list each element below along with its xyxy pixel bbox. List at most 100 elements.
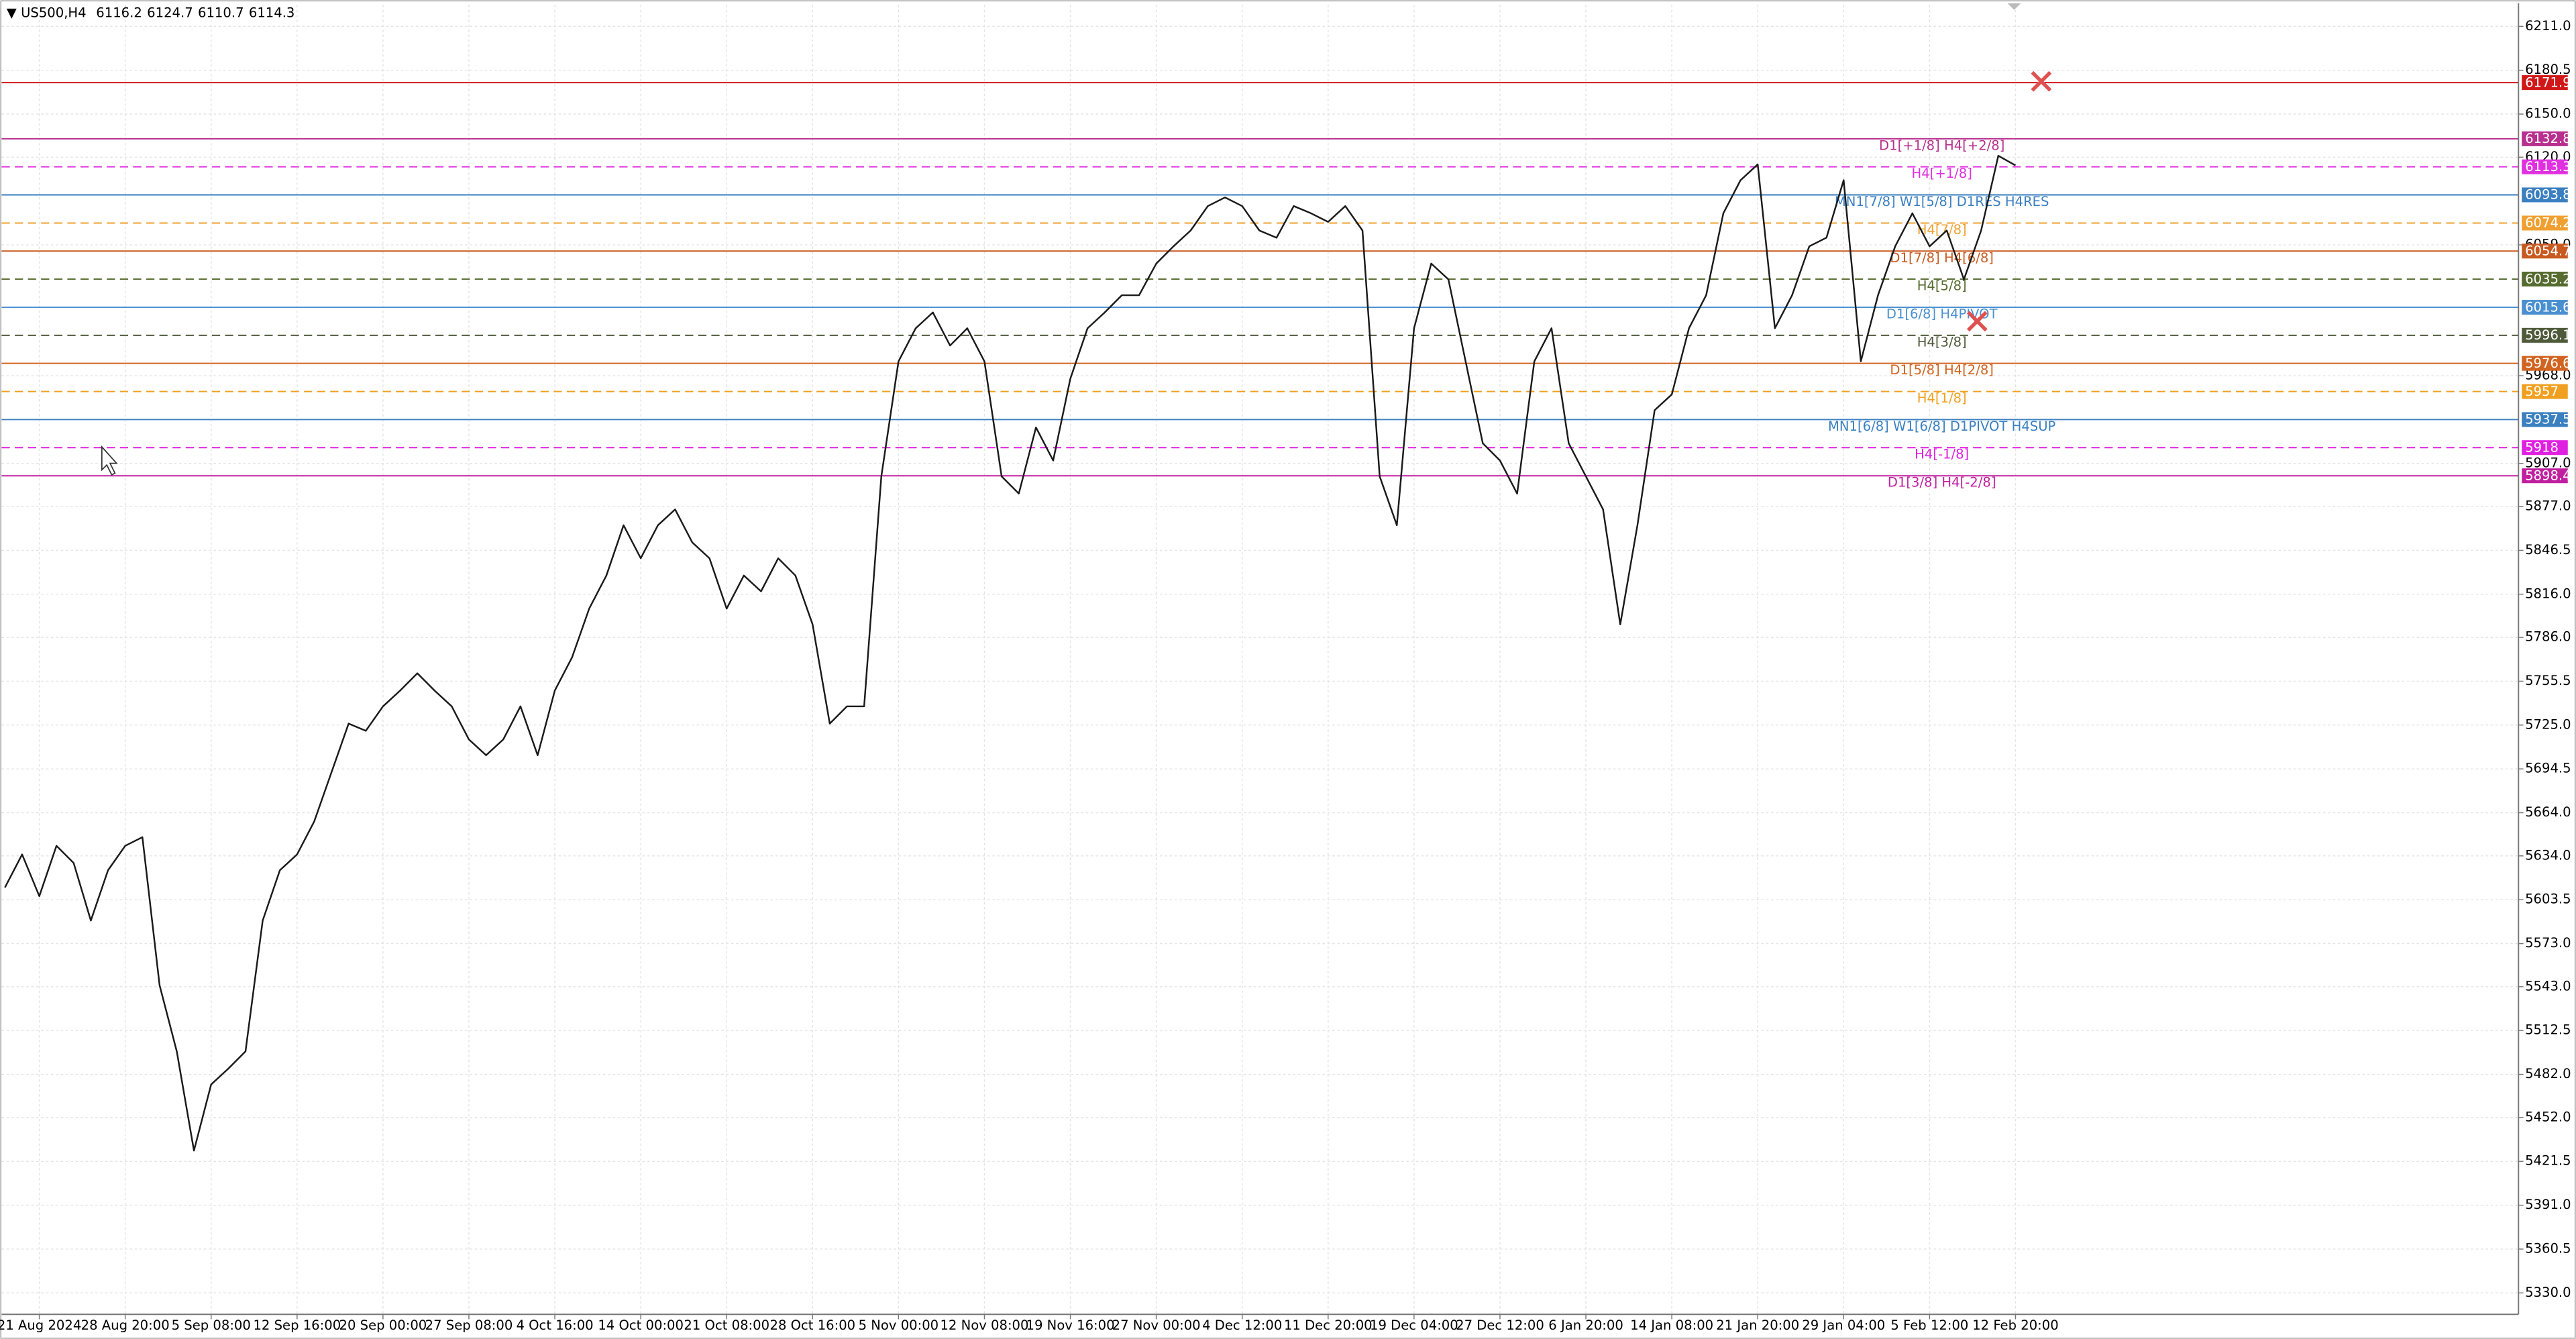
price-tag xyxy=(2522,356,2568,371)
x-tick-label: 14 Oct 00:00 xyxy=(598,1318,684,1333)
plot xyxy=(4,154,2017,1152)
x-tick-label: 6 Jan 20:00 xyxy=(1548,1318,1623,1333)
y-tick-label: 5816.0 xyxy=(2525,586,2571,601)
y-tick-label: 5755.5 xyxy=(2525,673,2571,688)
x-tick-label: 21 Jan 20:00 xyxy=(1716,1318,1799,1333)
level-label: D1[3/8] H4[-2/8] xyxy=(1888,475,1996,490)
open: 6116.2 xyxy=(96,5,142,20)
y-tick-label: 5725.0 xyxy=(2525,716,2571,732)
y-tick-label: 5482.0 xyxy=(2525,1066,2571,1081)
scroll-marker xyxy=(2007,3,2021,10)
level-label: D1[+1/8] H4[+2/8] xyxy=(1879,138,2004,153)
price-tag-label: 6132.8 xyxy=(2525,131,2571,146)
x-tick-label: 4 Dec 12:00 xyxy=(1202,1318,1282,1333)
price-tag-label: 5976.6 xyxy=(2525,356,2571,371)
price-tag xyxy=(2522,272,2568,287)
y-tick-label: 5664.0 xyxy=(2525,804,2571,820)
mouse-cursor xyxy=(101,445,118,476)
price-tag xyxy=(2522,215,2568,231)
y-tick-label: 5391.0 xyxy=(2525,1197,2571,1212)
level-label: MN1[6/8] W1[6/8] D1PIVOT H4SUP xyxy=(1828,419,2056,434)
x-tick-label: 12 Sep 16:00 xyxy=(253,1318,341,1333)
y-tick-label: 5360.5 xyxy=(2525,1240,2571,1256)
price-tag xyxy=(2522,468,2568,484)
header: ▼ US500,H4 6116.2 6124.7 6110.7 6114.3 xyxy=(7,5,295,20)
x-tick-label: 28 Oct 16:00 xyxy=(769,1318,855,1333)
x-tick-label: 5 Feb 12:00 xyxy=(1890,1318,1968,1333)
price-tag xyxy=(2522,440,2568,456)
cross-marker xyxy=(1966,311,1988,332)
x-tick-label: 29 Jan 04:00 xyxy=(1802,1318,1885,1333)
y-tick-label: 5786.0 xyxy=(2525,629,2571,645)
price-tag xyxy=(2522,384,2568,399)
y-tick-label: 5907.0 xyxy=(2525,455,2571,470)
high: 6124.7 xyxy=(147,5,193,20)
y-tick-label: 5421.5 xyxy=(2525,1153,2571,1169)
x-tick-label: 19 Nov 16:00 xyxy=(1026,1318,1115,1333)
price-tag-label: 6113.3 xyxy=(2525,159,2571,174)
price-tag-label: 6093.8 xyxy=(2525,187,2571,203)
price-tag-label: 6074.2 xyxy=(2525,215,2571,231)
y-tick-label: 6180.5 xyxy=(2525,62,2571,77)
price-tags: 6171.9 6132.8 6113.3 6093.8 6074.2 6054.7 6035… xyxy=(2522,74,2571,483)
price-tag xyxy=(2522,75,2568,91)
price-tag-label: 5957 xyxy=(2525,384,2559,399)
y-tick-label: 5330.0 xyxy=(2525,1285,2571,1300)
x-tick-label: 12 Feb 20:00 xyxy=(1972,1318,2058,1333)
x-tick-label: 19 Dec 04:00 xyxy=(1370,1318,1458,1333)
price-tag xyxy=(2522,159,2568,174)
price-tag-label: 5898.4 xyxy=(2525,468,2571,483)
low: 6110.7 xyxy=(198,5,244,20)
level-label: H4[+1/8] xyxy=(1912,166,1972,181)
price-tag-label: 6035.2 xyxy=(2525,271,2571,286)
level-label: H4[7/8] xyxy=(1917,222,1967,237)
level-label: D1[7/8] H4[6/8] xyxy=(1890,250,1994,266)
x-tick-label: 14 Jan 08:00 xyxy=(1630,1318,1713,1333)
level-label: MN1[7/8] W1[5/8] D1RES H4RES xyxy=(1835,194,2049,209)
x-tick-label: 27 Dec 12:00 xyxy=(1456,1318,1544,1333)
price-tag-label: 6015.6 xyxy=(2525,299,2571,315)
price-tag-label: 5937.5 xyxy=(2525,412,2571,427)
price-tag xyxy=(2522,327,2568,343)
x-tick-label: 27 Sep 08:00 xyxy=(425,1318,513,1333)
price-tag xyxy=(2522,187,2568,203)
x-tick-label: 5 Nov 00:00 xyxy=(859,1318,939,1333)
price-tag-label: 5996.1 xyxy=(2525,327,2571,343)
x-tick-label: 4 Oct 16:00 xyxy=(516,1318,593,1333)
x-tick-label: 5 Sep 08:00 xyxy=(172,1318,251,1333)
x-tick-label: 20 Sep 00:00 xyxy=(339,1318,427,1333)
x-tick-label: 11 Dec 20:00 xyxy=(1284,1318,1373,1333)
price-tag xyxy=(2522,131,2568,146)
y-tick-label: 6150.0 xyxy=(2525,106,2571,121)
y-tick-label: 5573.0 xyxy=(2525,935,2571,951)
price-tag xyxy=(2522,244,2568,259)
y-tick-label: 5452.0 xyxy=(2525,1109,2571,1124)
y-tick-label: 5846.5 xyxy=(2525,542,2571,557)
cross-marker xyxy=(2031,70,2052,92)
x-tick-label: 27 Nov 00:00 xyxy=(1112,1318,1201,1333)
level-label: H4[1/8] xyxy=(1917,390,1967,406)
y-tick-label: 5603.5 xyxy=(2525,892,2571,907)
menu-icon: ▼ xyxy=(7,5,21,20)
level-label: H4[5/8] xyxy=(1917,278,1967,294)
y-tick-label: 6211.0 xyxy=(2525,18,2571,34)
price-tag xyxy=(2522,412,2568,427)
y-tick-label: 5877.0 xyxy=(2525,498,2571,514)
level-label: D1[5/8] H4[2/8] xyxy=(1890,362,1994,378)
levels: D1[+1/8] H4[+2/8] H4[+1/8] MN1[7/8] W1[5/8… xyxy=(1,82,2519,490)
y-tick-label: 5968.0 xyxy=(2525,368,2571,383)
close: 6114.3 xyxy=(249,5,295,20)
y-tick-label: 5694.5 xyxy=(2525,761,2571,776)
x-tick-label: 12 Nov 08:00 xyxy=(940,1318,1028,1333)
y-tick-label: 5634.0 xyxy=(2525,847,2571,863)
x-tick-label: 21 Aug 2024 xyxy=(0,1318,81,1333)
level-label: H4[3/8] xyxy=(1917,334,1967,350)
price-tag-label: 6054.7 xyxy=(2525,244,2571,259)
price-tag-label: 6171.9 xyxy=(2525,74,2571,90)
x-tick-label: 28 Aug 20:00 xyxy=(81,1318,170,1333)
y-tick-label: 5512.5 xyxy=(2525,1022,2571,1038)
price-tag-label: 5918 xyxy=(2525,439,2559,455)
level-label: H4[-1/8] xyxy=(1915,447,1969,462)
